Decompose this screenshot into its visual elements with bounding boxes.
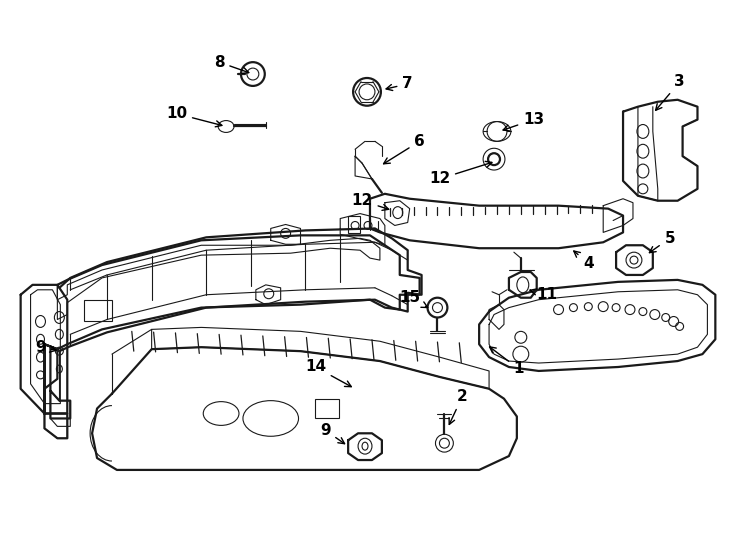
Text: 14: 14 [305,360,352,387]
Text: 9: 9 [35,340,56,355]
Text: 6: 6 [384,134,425,164]
Text: 9: 9 [320,423,344,444]
Text: 11: 11 [530,287,557,302]
Text: 1: 1 [490,347,524,376]
Text: 5: 5 [650,231,675,253]
Text: 12: 12 [429,161,492,186]
Text: 8: 8 [214,55,249,73]
Text: 4: 4 [574,251,594,271]
Bar [316,399,339,418]
Bar [348,215,360,233]
Text: 3: 3 [655,75,685,110]
Text: 12: 12 [352,193,389,210]
Text: 10: 10 [166,106,222,127]
Text: 15: 15 [399,290,428,307]
Text: 2: 2 [449,389,468,424]
Text: 7: 7 [386,77,413,91]
Text: 13: 13 [503,112,545,131]
Bar [84,300,112,321]
